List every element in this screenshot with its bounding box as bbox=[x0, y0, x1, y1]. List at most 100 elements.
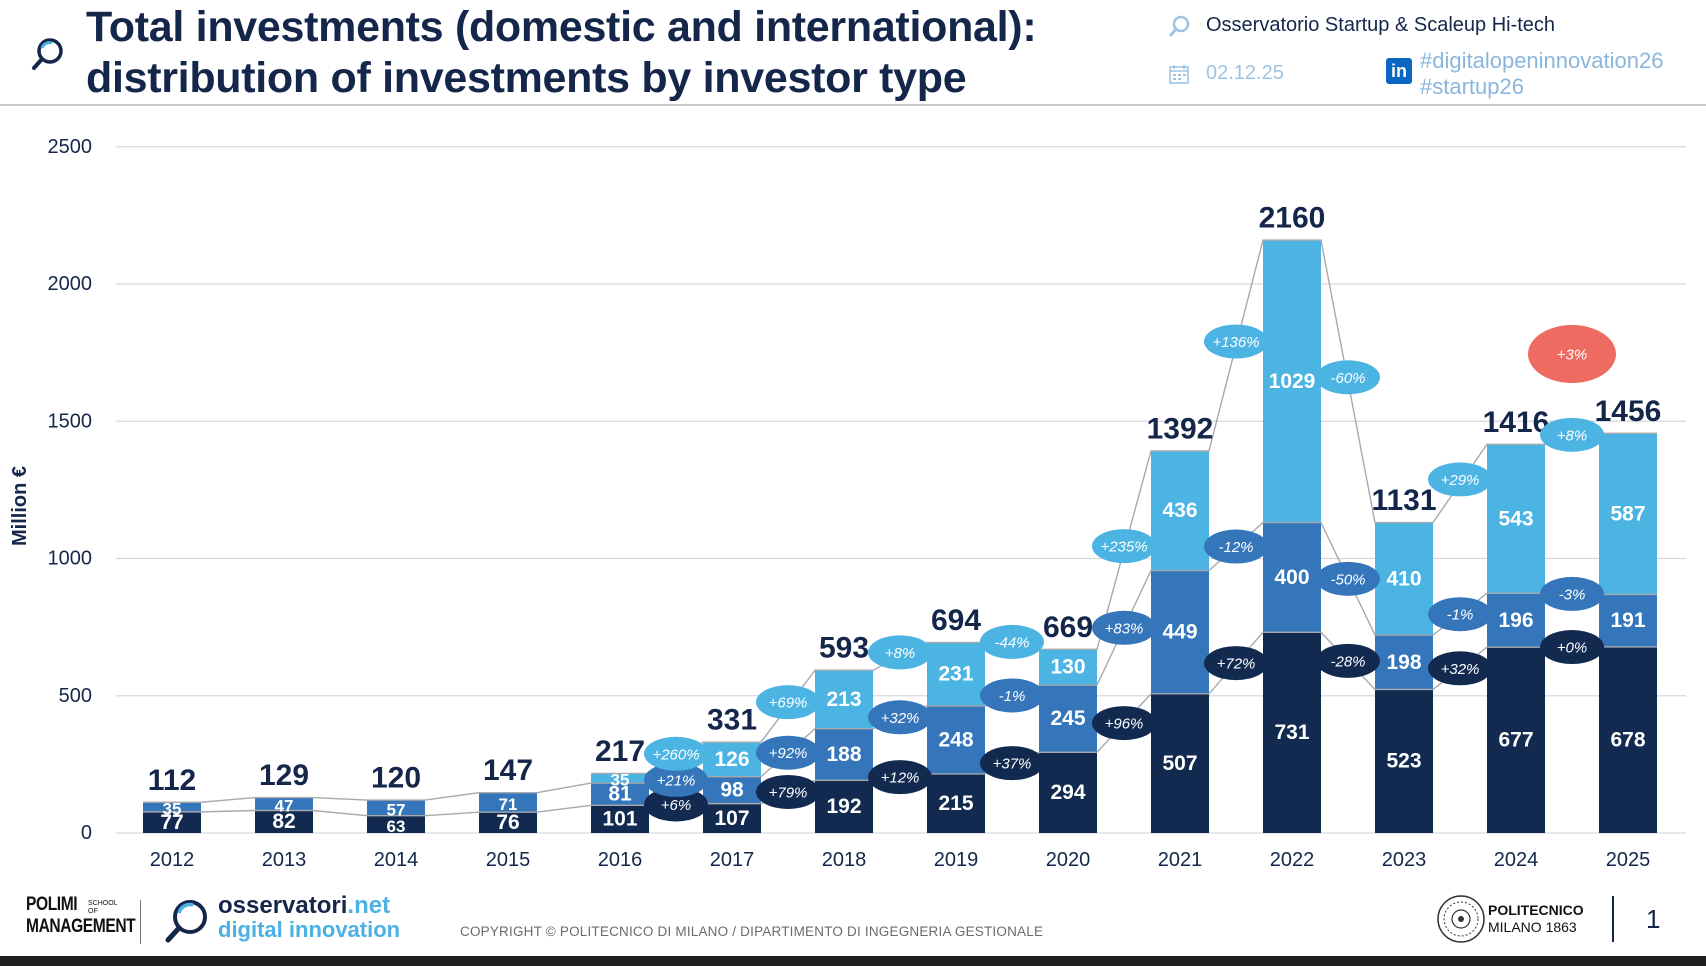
total-label: 112 bbox=[148, 764, 196, 797]
bar-segment bbox=[815, 670, 873, 729]
growth-badge-bottom-text: +37% bbox=[993, 756, 1032, 773]
bar-segment bbox=[1263, 240, 1321, 523]
data-label: 35 bbox=[163, 800, 182, 819]
bar-segment bbox=[479, 792, 537, 813]
bar-segment bbox=[927, 773, 985, 833]
slide-header: Total investments (domestic and internat… bbox=[0, 0, 1706, 106]
hashtag-1[interactable]: #digitalopeninnovation26 bbox=[1420, 48, 1664, 73]
bar-segment bbox=[1263, 632, 1321, 833]
bar-segment bbox=[1599, 594, 1657, 647]
bar-segment bbox=[927, 642, 985, 706]
x-tick-label: 2015 bbox=[486, 849, 531, 871]
bar-segment bbox=[1375, 522, 1433, 636]
growth-badge-top-text: +29% bbox=[1441, 472, 1480, 489]
polimi-logo: POLIMI MANAGEMENT SCHOOL OF bbox=[26, 894, 136, 937]
total-label: 593 bbox=[819, 632, 869, 665]
growth-badge-middle bbox=[980, 678, 1044, 713]
growth-badge-top-text: +8% bbox=[885, 645, 915, 662]
divider bbox=[1612, 896, 1614, 942]
bar-segment bbox=[703, 803, 761, 833]
bar-segment bbox=[815, 780, 873, 833]
data-label: 400 bbox=[1274, 566, 1309, 589]
politecnico-logo-text: POLITECNICO MILANO 1863 bbox=[1488, 902, 1584, 935]
title-line-2: distribution of investments by investor … bbox=[86, 54, 967, 102]
growth-badge-bottom-text: +12% bbox=[881, 770, 920, 787]
x-tick-label: 2023 bbox=[1382, 849, 1427, 871]
growth-badge-top bbox=[1204, 324, 1268, 359]
bar-segment bbox=[1487, 593, 1545, 648]
total-label: 1392 bbox=[1147, 412, 1214, 445]
x-tick-label: 2016 bbox=[598, 849, 643, 871]
growth-badge-middle-text: -12% bbox=[1218, 539, 1253, 556]
hashtags: in #digitalopeninnovation26 #startup26 bbox=[1386, 48, 1663, 100]
total-label: 120 bbox=[371, 762, 421, 795]
y-tick-label: 0 bbox=[81, 822, 92, 844]
data-label: 410 bbox=[1386, 567, 1421, 590]
bar-segment bbox=[479, 812, 537, 833]
growth-badge-middle bbox=[756, 735, 820, 770]
y-axis-label: Million € bbox=[9, 466, 31, 546]
growth-badge-top bbox=[1316, 360, 1380, 395]
growth-badge-middle-text: -50% bbox=[1330, 571, 1365, 588]
bar-segment bbox=[1599, 646, 1657, 833]
copyright-notice: COPYRIGHT © POLITECNICO DI MILANO / DIPA… bbox=[460, 924, 1044, 939]
data-label: 543 bbox=[1498, 507, 1533, 530]
growth-badge-middle bbox=[868, 700, 932, 735]
y-tick-label: 500 bbox=[59, 685, 92, 707]
data-label: 677 bbox=[1498, 729, 1533, 752]
growth-badge-bottom-text: +0% bbox=[1557, 640, 1587, 657]
x-tick-label: 2017 bbox=[710, 849, 755, 871]
data-label: 523 bbox=[1386, 750, 1421, 773]
data-label: 71 bbox=[499, 795, 518, 814]
bar-segment bbox=[367, 800, 425, 816]
x-tick-label: 2019 bbox=[934, 849, 979, 871]
slide-date: 02.12.25 bbox=[1206, 62, 1284, 84]
y-tick-label: 1500 bbox=[48, 410, 93, 432]
total-label: 669 bbox=[1043, 611, 1093, 644]
hashtag-2[interactable]: #startup26 bbox=[1420, 74, 1524, 99]
data-label: 192 bbox=[826, 795, 861, 818]
x-tick-label: 2012 bbox=[150, 849, 195, 871]
data-label: 57 bbox=[387, 800, 406, 819]
y-tick-label: 2500 bbox=[48, 136, 93, 158]
total-growth-text: +3% bbox=[1557, 347, 1587, 364]
data-label: 213 bbox=[826, 688, 861, 711]
magnifier-icon bbox=[1169, 15, 1190, 36]
bar-segment bbox=[1487, 444, 1545, 594]
growth-badge-top bbox=[868, 635, 932, 670]
data-label: 248 bbox=[938, 728, 973, 751]
growth-badge-top bbox=[756, 685, 820, 720]
growth-badge-top-text: -60% bbox=[1330, 370, 1365, 387]
data-label: 449 bbox=[1162, 621, 1197, 644]
data-label: 77 bbox=[160, 811, 183, 834]
growth-badge-top bbox=[1428, 462, 1492, 497]
bar-segment bbox=[1599, 433, 1657, 595]
data-label: 198 bbox=[1386, 651, 1421, 674]
slide-footer: POLIMI MANAGEMENT SCHOOL OF osservatori.… bbox=[0, 880, 1706, 966]
growth-badge-bottom-text: +79% bbox=[769, 784, 808, 801]
bar-segment bbox=[1039, 752, 1097, 833]
data-label: 678 bbox=[1610, 728, 1645, 751]
bar-segment bbox=[1151, 450, 1209, 571]
data-label: 245 bbox=[1050, 707, 1085, 730]
bar-segment bbox=[703, 776, 761, 804]
bar-segment bbox=[1375, 689, 1433, 833]
x-tick-label: 2014 bbox=[374, 849, 419, 871]
growth-badge-bottom-text: +96% bbox=[1105, 716, 1144, 733]
growth-badge-bottom bbox=[756, 774, 820, 809]
linkedin-icon[interactable]: in bbox=[1386, 58, 1412, 84]
growth-badge-bottom bbox=[644, 787, 708, 822]
data-label: 191 bbox=[1610, 609, 1645, 632]
total-label: 694 bbox=[931, 604, 981, 637]
data-label: 76 bbox=[496, 811, 519, 834]
data-label: 436 bbox=[1162, 499, 1197, 522]
data-label: 63 bbox=[387, 817, 406, 836]
data-label: 98 bbox=[720, 779, 744, 802]
growth-badge-top-text: +8% bbox=[1557, 427, 1587, 444]
total-label: 331 bbox=[707, 704, 757, 737]
org-name: Osservatorio Startup & Scaleup Hi-tech bbox=[1206, 14, 1556, 36]
growth-badge-bottom bbox=[1204, 646, 1268, 681]
data-label: 126 bbox=[714, 748, 749, 771]
total-label: 1416 bbox=[1483, 406, 1550, 439]
growth-badge-top-text: +235% bbox=[1100, 539, 1147, 556]
